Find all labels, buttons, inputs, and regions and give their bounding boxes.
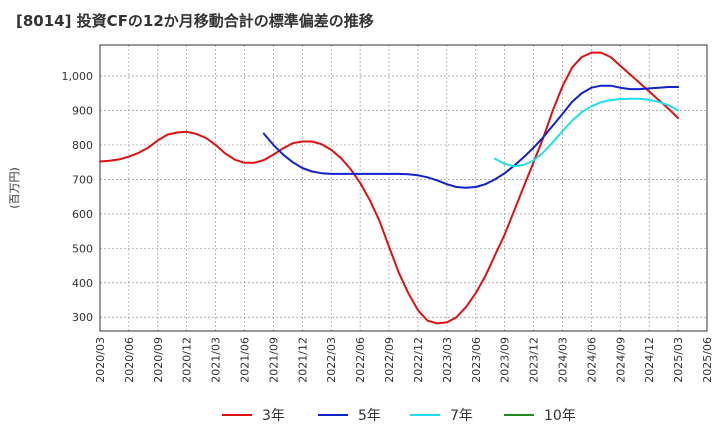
plot-border: [99, 44, 708, 332]
x-tick-label: 2021/09: [267, 337, 280, 383]
series-lines: [99, 51, 680, 325]
x-tick-label: 2023/12: [528, 337, 541, 383]
legend-label-5年: 5年: [358, 408, 381, 424]
x-tick-label: 2022/09: [383, 337, 396, 383]
legend-label-3年: 3年: [262, 408, 285, 424]
x-tick-label: 2025/03: [672, 337, 685, 383]
x-tick-label: 2024/09: [614, 337, 627, 383]
y-tick-label: 500: [72, 242, 93, 255]
x-tick-label: 2023/06: [470, 337, 483, 383]
x-tick-label: 2021/12: [296, 337, 309, 383]
plot-frame: [99, 44, 708, 332]
x-tick-label: 2020/09: [152, 337, 165, 383]
legend-label-10年: 10年: [544, 408, 576, 424]
x-tick-label: 2024/12: [643, 337, 656, 383]
x-tick-label: 2025/06: [701, 337, 714, 383]
y-tick-label: 900: [72, 104, 93, 117]
series-line-5年: [262, 84, 680, 189]
x-tick-label: 2024/06: [585, 337, 598, 383]
y-tick-label: 600: [72, 208, 93, 221]
x-tick-label: 2020/12: [181, 337, 194, 383]
y-tick-labels: 300 400 500 600 700 800 900 1,000: [62, 70, 94, 324]
y-tick-label: 1,000: [62, 70, 94, 83]
x-tick-labels: 2020/03 2020/06 2020/09 2020/12 2021/03 2021/…: [94, 337, 714, 383]
x-tick-label: 2021/03: [210, 337, 223, 383]
legend: 3年 5年 7年 10年: [222, 408, 576, 424]
series-line-3年: [99, 51, 680, 325]
x-tick-label: 2021/06: [239, 337, 252, 383]
x-tick-label: 2023/03: [441, 337, 454, 383]
x-tick-label: 2022/06: [354, 337, 367, 383]
x-tick-label: 2022/03: [325, 337, 338, 383]
legend-label-7年: 7年: [450, 408, 473, 424]
y-tick-label: 800: [72, 139, 93, 152]
y-axis-label: (百万円): [8, 167, 21, 209]
y-tick-label: 300: [72, 311, 93, 324]
y-tick-label: 400: [72, 277, 93, 290]
chart-title: [8014] 投資CFの12か月移動合計の標準偏差の推移: [16, 12, 374, 30]
x-tick-label: 2020/06: [123, 337, 136, 383]
y-tick-label: 700: [72, 173, 93, 186]
x-tick-label: 2023/09: [499, 337, 512, 383]
x-tick-label: 2022/12: [412, 337, 425, 383]
grid-lines: [99, 45, 708, 331]
series-line-7年: [494, 97, 680, 168]
x-tick-label: 2020/03: [94, 337, 107, 383]
x-tick-label: 2024/03: [556, 337, 569, 383]
